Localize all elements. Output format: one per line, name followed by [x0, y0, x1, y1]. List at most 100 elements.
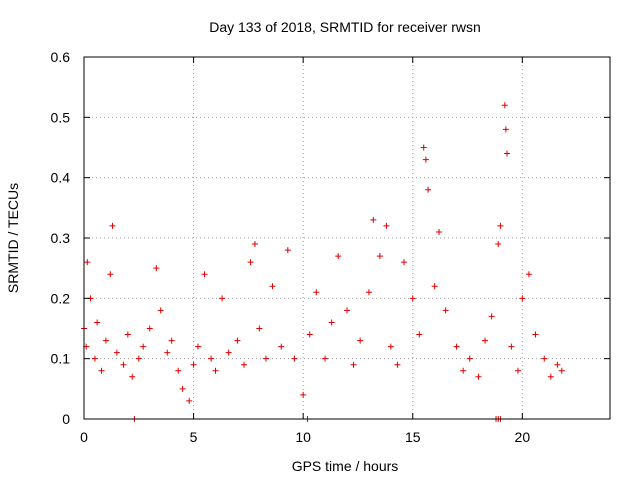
data-point	[140, 343, 147, 350]
data-point	[541, 355, 548, 362]
data-point	[387, 343, 394, 350]
data-point	[219, 295, 226, 302]
data-point	[94, 319, 101, 326]
data-point	[240, 361, 247, 368]
data-point	[357, 337, 364, 344]
data-point	[502, 126, 509, 133]
data-point	[91, 355, 98, 362]
data-point	[328, 319, 335, 326]
x-tick-label: 10	[295, 429, 311, 445]
data-point	[120, 361, 127, 368]
data-point	[475, 373, 482, 380]
data-point	[501, 102, 508, 109]
data-point	[109, 222, 116, 229]
data-point	[194, 343, 201, 350]
data-point	[508, 343, 515, 350]
data-point	[431, 283, 438, 290]
data-point	[344, 307, 350, 314]
data-point	[146, 325, 153, 332]
x-tick-label: 20	[515, 429, 531, 445]
x-tick-label: 5	[190, 429, 198, 445]
y-tick-label: 0.2	[51, 290, 71, 306]
data-point	[291, 355, 298, 362]
data-point	[175, 367, 182, 374]
y-tick-label: 0.6	[51, 49, 71, 65]
data-point	[335, 253, 342, 260]
data-point	[201, 271, 208, 278]
data-point	[532, 331, 539, 338]
data-point	[102, 337, 109, 344]
data-point	[365, 289, 372, 296]
y-tick-label: 0.3	[51, 230, 71, 246]
data-point	[225, 349, 232, 356]
data-point	[482, 337, 489, 344]
data-point	[519, 295, 526, 302]
data-point	[394, 361, 401, 368]
data-point	[84, 259, 91, 266]
data-point	[113, 349, 120, 356]
data-point	[269, 283, 276, 290]
data-point	[157, 307, 164, 314]
data-points	[81, 102, 565, 422]
x-tick-label: 15	[405, 429, 421, 445]
y-tick-label: 0.4	[51, 170, 71, 186]
data-point	[256, 325, 263, 332]
data-point	[262, 355, 269, 362]
x-tick-label: 0	[80, 429, 88, 445]
data-point	[383, 222, 390, 229]
data-point	[525, 271, 532, 278]
data-point	[135, 355, 142, 362]
data-point	[168, 337, 175, 344]
data-point	[186, 397, 193, 404]
x-axis-label: GPS time / hours	[292, 458, 399, 474]
data-point	[409, 295, 416, 302]
data-point	[442, 307, 449, 314]
data-point	[514, 367, 521, 374]
data-point	[554, 361, 561, 368]
data-point	[247, 259, 254, 266]
y-axis-label: SRMTID / TECUs	[5, 183, 21, 293]
data-point	[547, 373, 554, 380]
grid	[84, 57, 610, 419]
data-point	[212, 367, 219, 374]
data-point	[190, 361, 197, 368]
data-point	[306, 331, 313, 338]
data-point	[558, 367, 565, 374]
data-point	[164, 349, 171, 356]
data-point	[300, 391, 307, 398]
data-point	[503, 150, 510, 157]
data-point	[313, 289, 320, 296]
data-point	[124, 331, 131, 338]
data-point	[376, 253, 383, 260]
data-point	[495, 241, 502, 248]
y-tick-label: 0	[62, 411, 70, 427]
data-point	[153, 265, 160, 272]
data-point	[179, 385, 186, 392]
data-point	[416, 331, 423, 338]
data-point	[488, 313, 495, 320]
data-point	[436, 228, 443, 235]
y-tick-label: 0.1	[51, 351, 71, 367]
data-point	[453, 343, 460, 350]
data-point	[278, 343, 285, 350]
data-point	[497, 222, 504, 229]
data-point	[370, 216, 377, 223]
data-point	[322, 355, 329, 362]
plot-frame	[83, 56, 611, 420]
data-point	[107, 271, 114, 278]
data-point	[422, 156, 429, 163]
data-point	[460, 367, 467, 374]
data-point	[425, 186, 432, 193]
data-point	[251, 241, 258, 248]
data-point	[350, 361, 357, 368]
chart-title: Day 133 of 2018, SRMTID for receiver rws…	[209, 19, 481, 35]
data-point	[98, 367, 105, 374]
data-point	[420, 144, 427, 151]
axis-ticks: 0 0.1 0.2 0.3 0.4 0.5 0.6 0 5 10 15 20	[51, 49, 610, 445]
data-point	[234, 337, 241, 344]
data-point	[129, 373, 136, 380]
data-point	[284, 247, 291, 254]
data-point	[466, 355, 473, 362]
y-tick-label: 0.5	[51, 109, 71, 125]
